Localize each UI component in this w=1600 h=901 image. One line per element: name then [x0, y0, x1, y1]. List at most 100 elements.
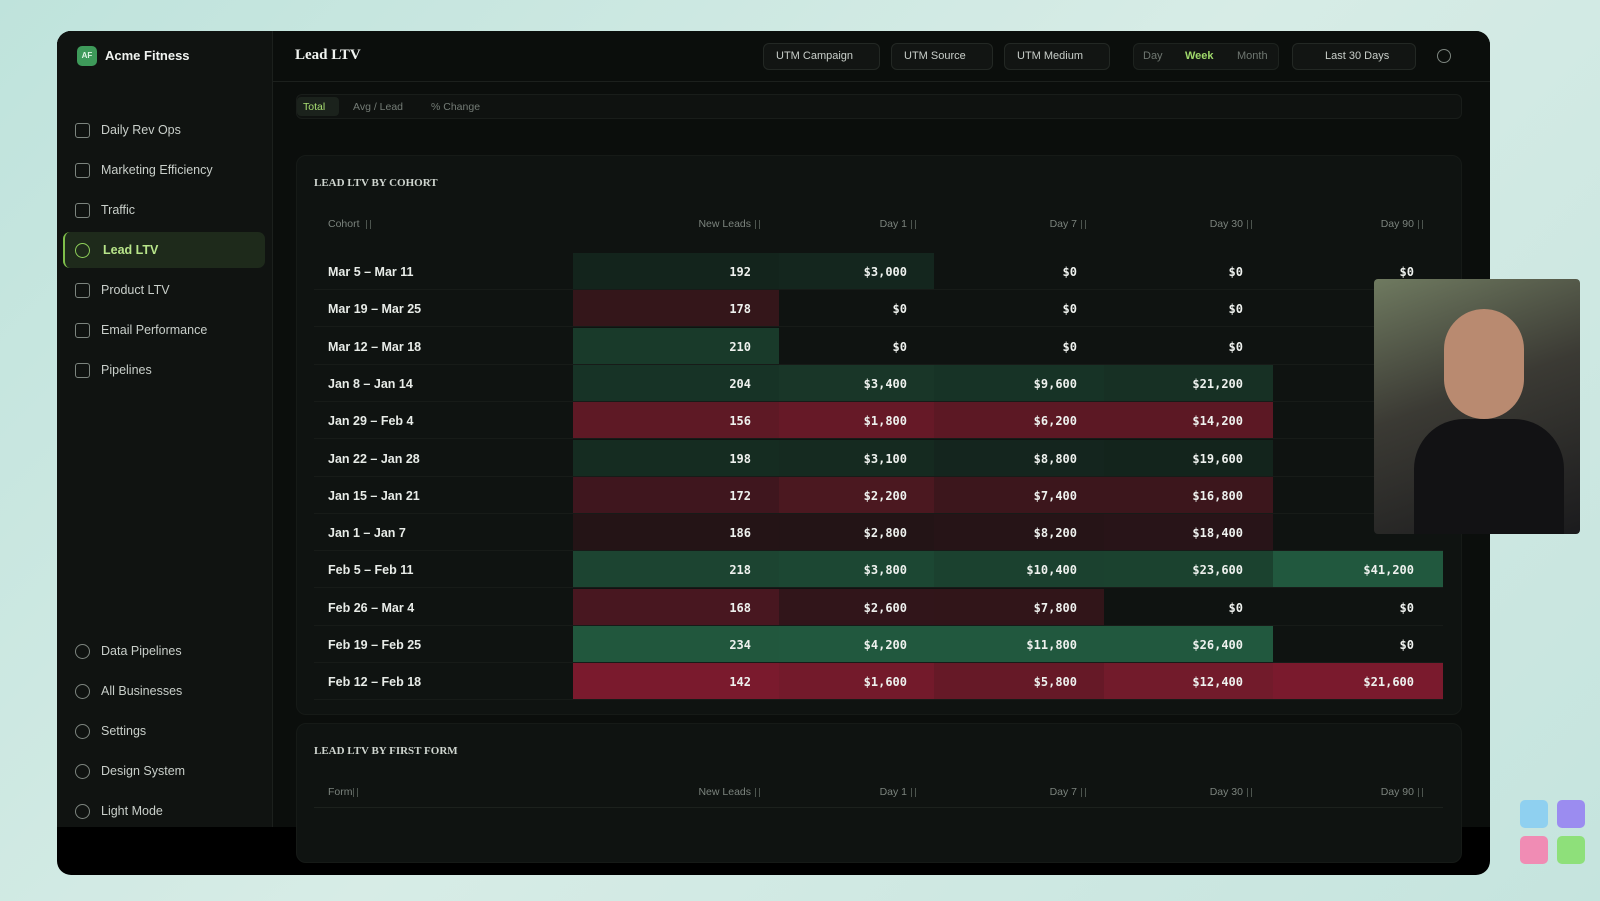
- cell-value: $0: [1062, 302, 1077, 317]
- cell-value: $18,400: [1192, 526, 1243, 541]
- reaction-icon[interactable]: [1520, 836, 1548, 864]
- cell-value: 156: [729, 414, 751, 429]
- nav-item[interactable]: Email Performance: [101, 323, 208, 337]
- cell-value: $0: [892, 339, 907, 354]
- nav-item[interactable]: Pipelines: [101, 363, 152, 377]
- reaction-icon[interactable]: [1557, 800, 1585, 828]
- tab-bar: [296, 94, 1462, 119]
- nav-active-bg: [63, 232, 265, 268]
- column-header[interactable]: Form: [328, 786, 353, 798]
- column-header[interactable]: Cohort: [328, 218, 360, 230]
- header-divider: [273, 81, 1490, 82]
- cell-value: $0: [1228, 339, 1243, 354]
- cell-value: $7,400: [1033, 488, 1077, 503]
- row-divider: [314, 438, 1443, 440]
- nav-item[interactable]: Traffic: [101, 203, 136, 217]
- column-header[interactable]: New Leads: [698, 786, 751, 798]
- nav-item[interactable]: Design System: [101, 764, 186, 778]
- date-picker[interactable]: Last 30 Days: [1292, 43, 1417, 70]
- tab[interactable]: Total: [303, 101, 326, 113]
- heat-cell: [934, 253, 1104, 289]
- tab-active-bg: [297, 97, 339, 116]
- column-header[interactable]: Day 30: [1209, 786, 1243, 798]
- heat-cell: [934, 402, 1104, 439]
- cohort-label: Feb 26 – Mar 4: [328, 600, 415, 615]
- cell-value: 218: [729, 563, 751, 578]
- sort-icon: [1247, 788, 1252, 797]
- cell-value: $21,200: [1192, 376, 1243, 391]
- cell-value: $0: [1062, 265, 1077, 279]
- sidebar: AF Acme Fitness Daily Rev Ops Marketing Eff…: [57, 31, 273, 827]
- period-group: [1133, 43, 1279, 70]
- period-toggle[interactable]: Week: [1185, 50, 1214, 62]
- nav-item[interactable]: Settings: [101, 724, 147, 738]
- heat-cell: [934, 290, 1104, 326]
- nav-item[interactable]: All Businesses: [101, 684, 183, 698]
- filter-dropdown[interactable]: UTM Campaign: [763, 43, 881, 70]
- row-divider: [314, 587, 1443, 589]
- heat-cell: [779, 290, 934, 326]
- heat-cell: [1104, 551, 1273, 588]
- heat-cell: [779, 253, 934, 289]
- column-header[interactable]: Day 7: [1049, 786, 1077, 798]
- tab[interactable]: Avg / Lead: [353, 101, 404, 113]
- heat-cell: [1104, 439, 1273, 476]
- sort-icon: [911, 220, 916, 229]
- column-header[interactable]: Day 30: [1209, 218, 1243, 230]
- nav-icon: [75, 724, 90, 739]
- column-header[interactable]: New Leads: [698, 218, 751, 230]
- cell-value: $5,800: [1033, 675, 1077, 690]
- sort-icon: [1247, 220, 1252, 229]
- row-divider: [314, 289, 1443, 290]
- heat-cell: [573, 551, 779, 588]
- cell-value: 178: [729, 302, 751, 317]
- refresh-button[interactable]: [1437, 49, 1451, 63]
- heat-cell: [573, 663, 779, 700]
- column-header[interactable]: Day 1: [879, 786, 907, 798]
- nav-item[interactable]: Daily Rev Ops: [101, 123, 181, 137]
- cell-value: $21,600: [1363, 675, 1414, 690]
- cell-value: $14,200: [1192, 414, 1243, 429]
- cell-value: 198: [729, 451, 751, 466]
- nav-item[interactable]: Light Mode: [101, 804, 163, 818]
- period-toggle[interactable]: Day: [1143, 50, 1163, 62]
- reaction-icon[interactable]: [1520, 800, 1548, 828]
- webcam-video: [1374, 279, 1580, 534]
- webcam-face: [1444, 309, 1524, 419]
- sort-icon: [911, 788, 916, 797]
- nav-item[interactable]: Data Pipelines: [101, 644, 182, 658]
- heat-cell: [779, 588, 934, 625]
- column-header[interactable]: Day 90: [1380, 786, 1414, 798]
- column-header[interactable]: Day 1: [879, 218, 907, 230]
- cell-value: $0: [1228, 600, 1243, 615]
- reaction-icon[interactable]: [1557, 836, 1585, 864]
- heat-cell: [573, 626, 779, 662]
- nav-icon: [75, 243, 90, 258]
- cell-value: $0: [1399, 600, 1414, 615]
- heat-cell: [1104, 328, 1273, 364]
- row-divider: [314, 550, 1443, 552]
- filter-dropdown[interactable]: UTM Medium: [1004, 43, 1111, 70]
- column-header[interactable]: Day 90: [1380, 218, 1414, 230]
- cell-value: $1,600: [863, 675, 907, 690]
- filter-dropdown[interactable]: UTM Source: [891, 43, 993, 70]
- nav-item[interactable]: Lead LTV: [103, 243, 159, 257]
- cell-value: $9,600: [1033, 376, 1077, 391]
- nav-item[interactable]: Marketing Efficiency: [101, 163, 213, 177]
- heat-cell: [1273, 626, 1443, 662]
- cell-value: $3,800: [863, 563, 907, 578]
- cell-value: $0: [1228, 302, 1243, 317]
- heat-cell: [1104, 589, 1273, 625]
- cell-value: $19,600: [1192, 451, 1243, 466]
- cohort-label: Jan 29 – Feb 4: [328, 414, 414, 429]
- nav-icon: [75, 804, 90, 819]
- nav-item[interactable]: Product LTV: [101, 283, 170, 297]
- heat-cell: [573, 253, 779, 289]
- column-header[interactable]: Day 7: [1049, 218, 1077, 230]
- tab[interactable]: % Change: [431, 101, 481, 113]
- brand-name[interactable]: Acme Fitness: [105, 48, 190, 63]
- cell-value: $2,800: [863, 526, 907, 541]
- sort-icon: [755, 220, 760, 229]
- cell-value: $4,200: [863, 638, 907, 652]
- period-toggle[interactable]: Month: [1237, 50, 1268, 62]
